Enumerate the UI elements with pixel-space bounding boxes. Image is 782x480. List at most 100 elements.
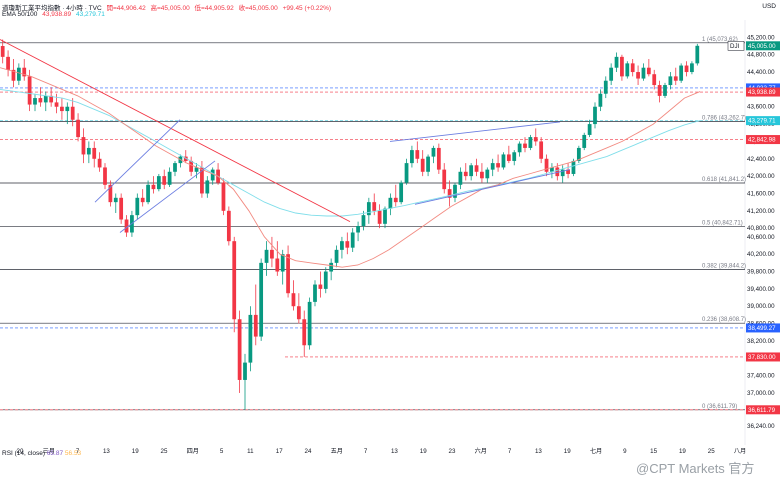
candle-body — [593, 106, 597, 125]
candle-body — [194, 167, 199, 172]
x-tick-label: 17 — [276, 448, 283, 455]
y-tick-label: 41,600.00 — [747, 190, 775, 197]
candle-body — [560, 169, 565, 177]
candle-body — [587, 124, 592, 135]
candle-body — [119, 197, 124, 220]
symbol-title[interactable]: 道瓊斯工業平均指數 · 4小時 · TVC — [2, 5, 102, 12]
x-tick-label: 25 — [708, 448, 715, 455]
candle-body — [366, 202, 371, 216]
x-tick-label: 四月 — [187, 448, 199, 455]
x-tick-label: 5 — [220, 448, 224, 455]
candle-body — [108, 184, 113, 203]
price-tag-box — [746, 135, 780, 145]
x-tick-label: 八月 — [734, 448, 746, 455]
candle-body — [49, 95, 54, 103]
candle-body — [329, 262, 334, 272]
candle-body — [361, 215, 366, 226]
candle-body — [318, 284, 323, 289]
candle-body — [334, 249, 339, 263]
candle-body — [151, 184, 156, 190]
candle-body — [652, 74, 657, 86]
candle-body — [11, 69, 16, 81]
candle-body — [512, 152, 517, 161]
candle-body — [253, 314, 258, 337]
rsi-legend: RSI (14, close) 65.87 56.53 — [2, 450, 81, 457]
fib-label: 0.618 (41,841.2) — [702, 177, 746, 183]
trend-line — [414, 169, 571, 205]
candle-body — [582, 134, 587, 148]
rsi-label[interactable]: RSI (14, close) — [2, 450, 45, 457]
x-tick-label: 13 — [103, 448, 110, 455]
candle-body — [323, 271, 328, 289]
candle-body — [76, 119, 80, 138]
price-tag-text: 43,938.89 — [748, 89, 776, 96]
candle-body — [372, 202, 377, 211]
x-tick-label: 24 — [305, 448, 312, 455]
high-value: 高=45,005.00 — [150, 5, 190, 12]
x-tick-label: 七月 — [590, 447, 602, 455]
candle-body — [248, 314, 253, 363]
fib-label: 0 (36,611.79) — [702, 404, 737, 410]
x-tick-label: 三月 — [43, 448, 55, 455]
candle-body — [442, 169, 447, 190]
candle-body — [189, 160, 194, 172]
candle-body — [555, 167, 560, 177]
candle-body — [124, 219, 129, 233]
candle-body — [523, 143, 527, 148]
x-tick-label: 9 — [623, 448, 627, 455]
candle-body — [576, 147, 581, 161]
candle-body — [291, 293, 296, 307]
trend-line — [119, 160, 216, 233]
y-tick-label: 45,200.00 — [747, 34, 775, 41]
close-value: 收=45,005.00 — [238, 5, 278, 12]
candle-body — [533, 137, 538, 142]
candle-body — [81, 137, 86, 155]
candle-body — [113, 197, 118, 203]
ema-label[interactable]: EMA 50/100 — [2, 11, 38, 18]
x-tick-label: 7 — [364, 448, 368, 455]
symbol-tag-box — [727, 41, 745, 51]
x-tick-label: 六月 — [475, 447, 487, 455]
candle-body — [356, 225, 360, 233]
fib-label: 0.5 (40,842.71) — [702, 220, 743, 226]
fib-label: 0.382 (39,844.2) — [702, 264, 746, 270]
y-tick-label: 41,200.00 — [747, 208, 775, 215]
x-tick-label: 7 — [76, 448, 80, 455]
price-tag-box — [746, 87, 780, 97]
candle-body — [436, 147, 441, 170]
y-tick-label: 40,600.00 — [747, 234, 775, 241]
y-tick-label: 44,400.00 — [747, 69, 775, 76]
candle-body — [420, 158, 425, 172]
candle-body — [146, 184, 150, 203]
price-tag-box — [746, 41, 780, 51]
candle-body — [490, 163, 495, 170]
open-value: 開=44,906.42 — [106, 5, 146, 12]
price-tag-text: 42,842.98 — [748, 137, 776, 144]
candle-body — [614, 56, 619, 68]
price-tag-text: 38,499.27 — [748, 325, 776, 332]
candle-body — [453, 184, 457, 198]
change-value: +99.45 (+0.22%) — [282, 5, 332, 12]
candle-body — [65, 106, 70, 112]
price-tag-box — [746, 323, 780, 333]
x-tick-label: 20 — [17, 448, 24, 455]
x-tick-label: 19 — [420, 448, 427, 455]
candle-body — [673, 76, 678, 81]
y-tick-label: 39,400.00 — [747, 286, 775, 293]
y-tick-label: 39,800.00 — [747, 269, 775, 276]
candle-body — [566, 169, 570, 174]
candle-body — [383, 208, 387, 224]
candle-body — [167, 171, 172, 185]
watermark: @CPT Markets 官方 — [636, 461, 755, 476]
candle-body — [232, 241, 237, 320]
candle-body — [469, 165, 474, 177]
y-tick-label: 40,800.00 — [747, 225, 775, 232]
candle-body — [517, 143, 522, 153]
x-tick-label: 15 — [650, 448, 657, 455]
y-tick-label: 38,200.00 — [747, 338, 775, 345]
y-tick-label: 39,000.00 — [747, 303, 775, 310]
candle-body — [16, 67, 21, 81]
candle-body — [695, 45, 700, 64]
